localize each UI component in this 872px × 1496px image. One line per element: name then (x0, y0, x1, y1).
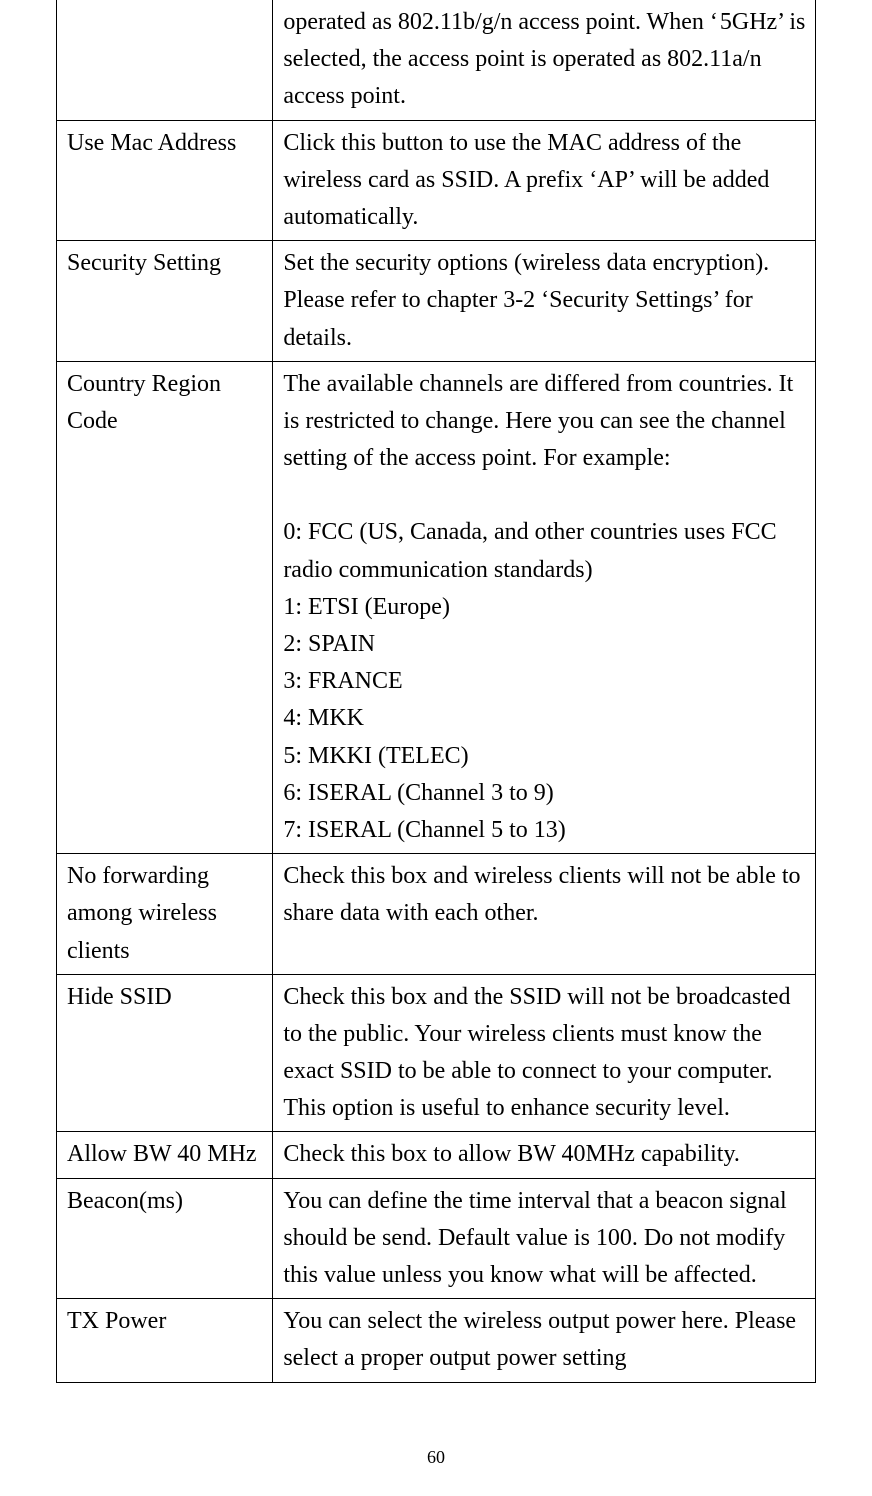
cell-right: Check this box and the SSID will not be … (273, 974, 816, 1132)
cell-left: Hide SSID (57, 974, 273, 1132)
table-row: Security Setting Set the security option… (57, 241, 816, 362)
cell-left (57, 0, 273, 120)
cell-right: The available channels are differed from… (273, 361, 816, 853)
cell-right: You can define the time interval that a … (273, 1178, 816, 1299)
table-row: Country Region Code The available channe… (57, 361, 816, 853)
cell-left: Use Mac Address (57, 120, 273, 241)
cell-left: Beacon(ms) (57, 1178, 273, 1299)
page-number: 60 (0, 1447, 872, 1468)
settings-table: operated as 802.11b/g/n access point. Wh… (56, 0, 816, 1383)
table-row: Allow BW 40 MHz Check this box to allow … (57, 1132, 816, 1178)
table-row: Hide SSID Check this box and the SSID wi… (57, 974, 816, 1132)
cell-right: Click this button to use the MAC address… (273, 120, 816, 241)
cell-left: Security Setting (57, 241, 273, 362)
table-row: operated as 802.11b/g/n access point. Wh… (57, 0, 816, 120)
cell-left: Country Region Code (57, 361, 273, 853)
cell-right: Check this box to allow BW 40MHz capabil… (273, 1132, 816, 1178)
table-row: TX Power You can select the wireless out… (57, 1299, 816, 1382)
table-row: Beacon(ms) You can define the time inter… (57, 1178, 816, 1299)
cell-right: Check this box and wireless clients will… (273, 854, 816, 975)
cell-right: operated as 802.11b/g/n access point. Wh… (273, 0, 816, 120)
document-page: operated as 802.11b/g/n access point. Wh… (0, 0, 872, 1496)
cell-left: TX Power (57, 1299, 273, 1382)
table-body: operated as 802.11b/g/n access point. Wh… (57, 0, 816, 1382)
cell-right: You can select the wireless output power… (273, 1299, 816, 1382)
cell-right: Set the security options (wireless data … (273, 241, 816, 362)
table-row: No forwarding among wireless clients Che… (57, 854, 816, 975)
cell-left: Allow BW 40 MHz (57, 1132, 273, 1178)
table-row: Use Mac Address Click this button to use… (57, 120, 816, 241)
cell-left: No forwarding among wireless clients (57, 854, 273, 975)
